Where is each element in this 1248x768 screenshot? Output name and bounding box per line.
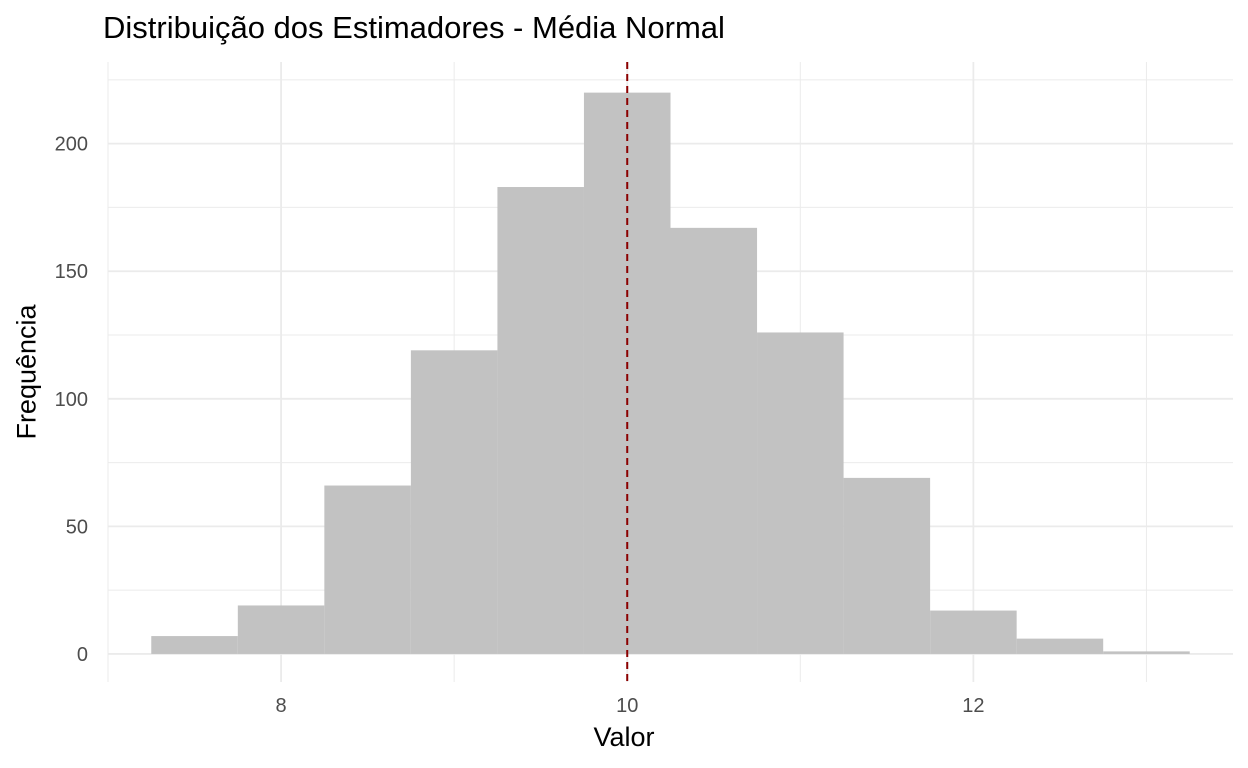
x-tick-label: 12 [962,695,984,717]
histogram-bar-7 [757,332,844,654]
y-tick-label: 50 [66,516,88,538]
x-tick-label: 10 [616,695,638,717]
chart-title: Distribuição dos Estimadores - Média Nor… [103,10,725,45]
histogram-bar-9 [930,610,1017,654]
histogram-bar-4 [497,187,584,654]
y-tick-label: 150 [55,261,88,283]
histogram-bar-2 [324,485,411,654]
x-tick-label: 8 [276,695,287,717]
histogram-bar-6 [670,227,758,654]
x-axis-label: Valor [593,722,655,752]
histogram-bar-3 [410,350,498,654]
histogram-bar-10 [1016,638,1104,654]
histogram-bar-8 [843,477,931,654]
y-axis-label: Frequência [11,304,42,440]
histogram-bar-11 [1103,651,1190,654]
y-tick-label: 200 [55,134,88,156]
histogram-bar-0 [151,636,238,654]
histogram-bar-1 [237,605,325,654]
y-tick-label: 0 [77,644,88,666]
y-tick-label: 100 [55,389,88,411]
